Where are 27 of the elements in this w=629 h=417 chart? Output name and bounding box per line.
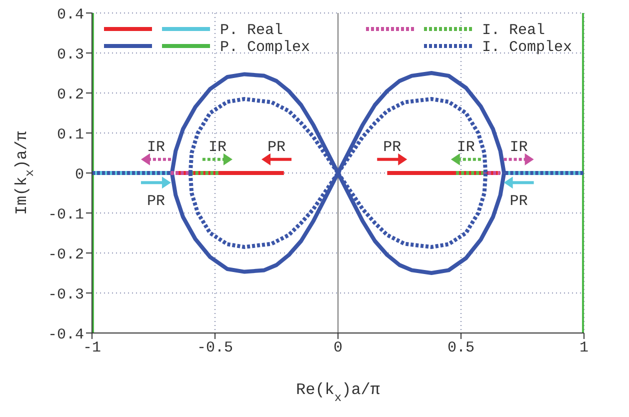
y-tick-label: -0.4 — [48, 326, 84, 344]
x-tick-label: 0 — [333, 340, 343, 357]
y-tick-label: 0 — [74, 166, 84, 184]
y-tick-label: -0.2 — [48, 246, 84, 264]
x-tick-label: -0.5 — [196, 340, 234, 357]
annotation: PR — [510, 192, 528, 210]
y-tick-label: -0.1 — [48, 206, 84, 224]
y-tick-label: 0.1 — [56, 126, 84, 144]
x-tick-label: 1 — [579, 340, 589, 357]
y-tick-label: 0.4 — [56, 6, 84, 24]
x-tick-label: -1 — [82, 340, 102, 357]
annotation: PR — [383, 139, 402, 156]
legend-label: I. Real — [482, 22, 546, 39]
annotation: IR — [510, 139, 528, 156]
annotation: IR — [456, 139, 475, 156]
x-tick-label: 0.5 — [447, 340, 475, 357]
annotation: PR — [146, 192, 165, 210]
annotation: IR — [208, 139, 226, 156]
legend-label: P. Real — [220, 22, 284, 39]
x-axis-title: Re(k$_{x}$)a/π — [296, 381, 380, 405]
y-tick-label: 0.2 — [56, 86, 84, 104]
y-tick-label: 0.3 — [56, 46, 84, 64]
annotation: PR — [267, 139, 286, 156]
legend-label: I. Complex — [482, 39, 572, 56]
annotation: IR — [146, 139, 165, 156]
legend-label: P. Complex — [220, 39, 310, 56]
y-tick-label: -0.3 — [48, 286, 84, 304]
